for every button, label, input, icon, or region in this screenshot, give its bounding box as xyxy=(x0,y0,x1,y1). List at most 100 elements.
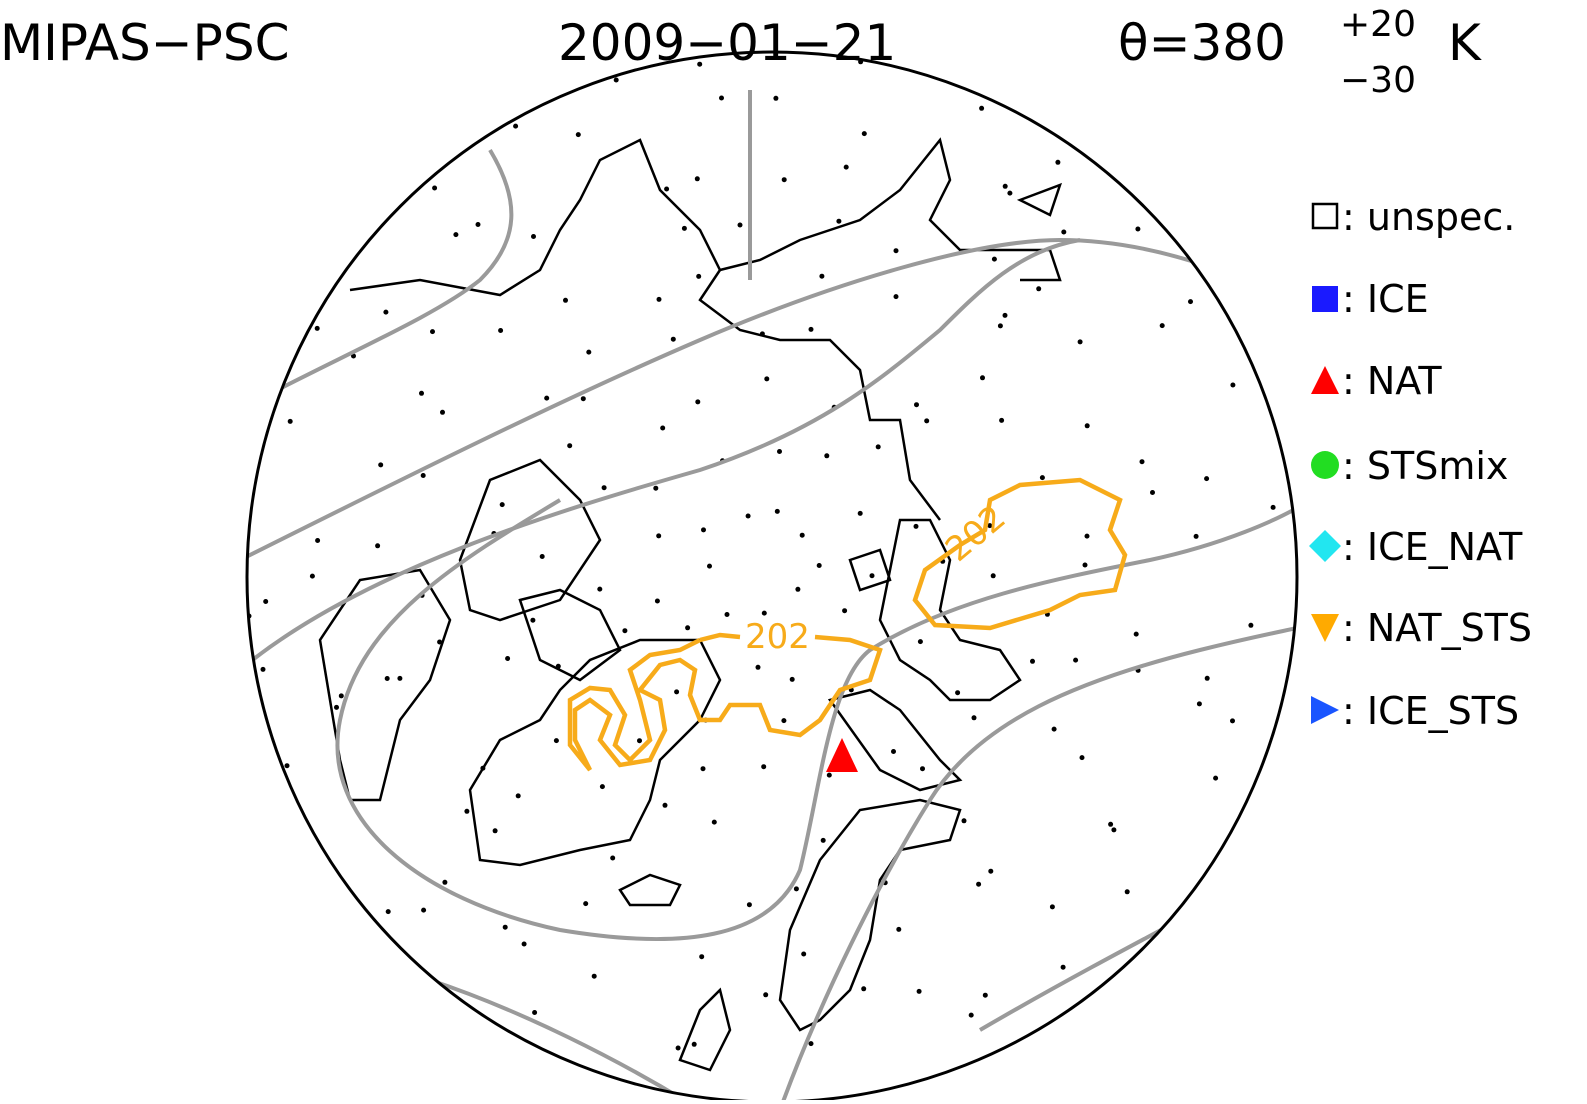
measurement-dot xyxy=(515,793,521,799)
measurement-dot xyxy=(695,399,701,405)
measurement-dot xyxy=(1248,622,1254,628)
measurement-dot xyxy=(505,656,511,661)
measurement-dot xyxy=(843,164,849,170)
measurement-dot xyxy=(674,689,680,695)
measurement-dot xyxy=(808,1041,814,1047)
measurement-dot xyxy=(670,336,676,342)
measurement-dot xyxy=(583,901,589,907)
measurement-dot xyxy=(799,532,805,538)
measurement-dot xyxy=(685,625,691,631)
measurement-dot xyxy=(1193,533,1199,539)
measurement-dot xyxy=(916,988,922,994)
measurement-dot xyxy=(777,449,782,454)
measurement-dot xyxy=(375,543,381,549)
measurement-dot xyxy=(861,131,867,137)
measurement-dot xyxy=(421,907,427,913)
measurement-dot xyxy=(498,328,504,333)
measurement-dot xyxy=(914,402,919,408)
measurement-dot xyxy=(707,563,712,569)
legend-symbol xyxy=(1311,696,1339,724)
measurement-dot xyxy=(893,294,899,300)
measurement-dot xyxy=(1079,755,1085,761)
measurement-dot xyxy=(567,443,573,449)
measurement-dot xyxy=(1204,476,1210,482)
measurement-dot xyxy=(580,396,586,402)
legend-label: : unspec. xyxy=(1342,195,1515,239)
measurement-dot xyxy=(999,417,1005,423)
measurement-dot xyxy=(1204,675,1210,681)
measurement-dot xyxy=(510,109,516,115)
legend-symbol xyxy=(1309,530,1341,562)
measurement-dot xyxy=(601,485,607,491)
measurement-dot xyxy=(437,639,443,645)
measurement-dot xyxy=(397,675,403,681)
legend-symbol xyxy=(1311,451,1339,479)
measurement-dot xyxy=(781,718,787,724)
measurement-dot xyxy=(430,329,435,335)
measurement-dot xyxy=(675,1045,681,1051)
measurement-dot xyxy=(1270,504,1276,510)
measurement-dot xyxy=(378,462,384,468)
dot-layer xyxy=(247,59,1276,1051)
measurement-dot xyxy=(1111,827,1117,833)
measurement-dot xyxy=(745,513,751,519)
measurement-dot xyxy=(532,1010,538,1015)
measurement-dot xyxy=(761,764,767,770)
measurement-dot xyxy=(824,453,830,459)
measurement-dot xyxy=(539,554,545,559)
measurement-dot xyxy=(1230,382,1236,388)
legend-symbol xyxy=(1312,286,1338,312)
measurement-dot xyxy=(801,951,807,957)
measurement-dot xyxy=(586,349,592,355)
measurement-dot xyxy=(1124,889,1130,895)
measurement-dot xyxy=(842,608,848,614)
contours xyxy=(567,477,1128,772)
measurement-dot xyxy=(681,225,687,231)
date-title: 2009−01−21 xyxy=(558,14,896,72)
measurement-dot xyxy=(1213,775,1219,781)
measurement-dot xyxy=(1039,475,1045,481)
measurement-dot xyxy=(1139,459,1145,465)
measurement-dot xyxy=(1188,299,1193,305)
measurement-dot xyxy=(764,376,770,382)
measurement-dot xyxy=(724,612,730,617)
measurement-dot xyxy=(513,123,519,129)
measurement-dot xyxy=(383,309,389,315)
measurement-dot xyxy=(334,704,339,710)
measurement-dot xyxy=(440,409,445,415)
measurement-dot xyxy=(1133,631,1139,637)
measurement-dot xyxy=(1002,183,1008,189)
measurement-dot xyxy=(575,132,581,138)
measurement-dot xyxy=(1060,964,1066,970)
measurement-dot xyxy=(1007,190,1013,196)
measurement-dot xyxy=(869,573,875,579)
measurement-dot xyxy=(746,902,752,908)
measurement-dot xyxy=(971,715,977,721)
legend-label: : STSmix xyxy=(1342,444,1508,488)
measurement-dot xyxy=(385,909,391,915)
measurement-dot xyxy=(781,177,787,183)
measurement-dot xyxy=(696,273,702,279)
measurement-dot xyxy=(284,763,290,769)
measurement-dot xyxy=(654,598,660,604)
measurement-dot xyxy=(789,676,795,682)
measurement-dot xyxy=(808,326,814,332)
legend: : unspec. : ICE : NAT : STSmix : ICE_NAT… xyxy=(1309,195,1532,733)
measurement-dot xyxy=(521,941,527,947)
measurement-dot xyxy=(1084,533,1090,539)
measurement-dot xyxy=(597,586,603,592)
measurement-dot xyxy=(544,395,550,401)
legend-symbol xyxy=(1311,202,1339,230)
measurement-dot xyxy=(795,586,801,592)
measurement-dot xyxy=(861,986,867,992)
theta-upper: +20 xyxy=(1340,4,1416,45)
measurement-dot xyxy=(338,693,344,699)
measurement-dot xyxy=(982,992,988,998)
measurement-dot xyxy=(819,273,825,279)
measurement-dot xyxy=(987,523,993,529)
measurement-dot xyxy=(502,924,508,930)
measurement-dot xyxy=(719,95,724,101)
measurement-dot xyxy=(492,828,498,834)
measurement-dot xyxy=(432,185,438,191)
measurement-dot xyxy=(955,690,961,696)
